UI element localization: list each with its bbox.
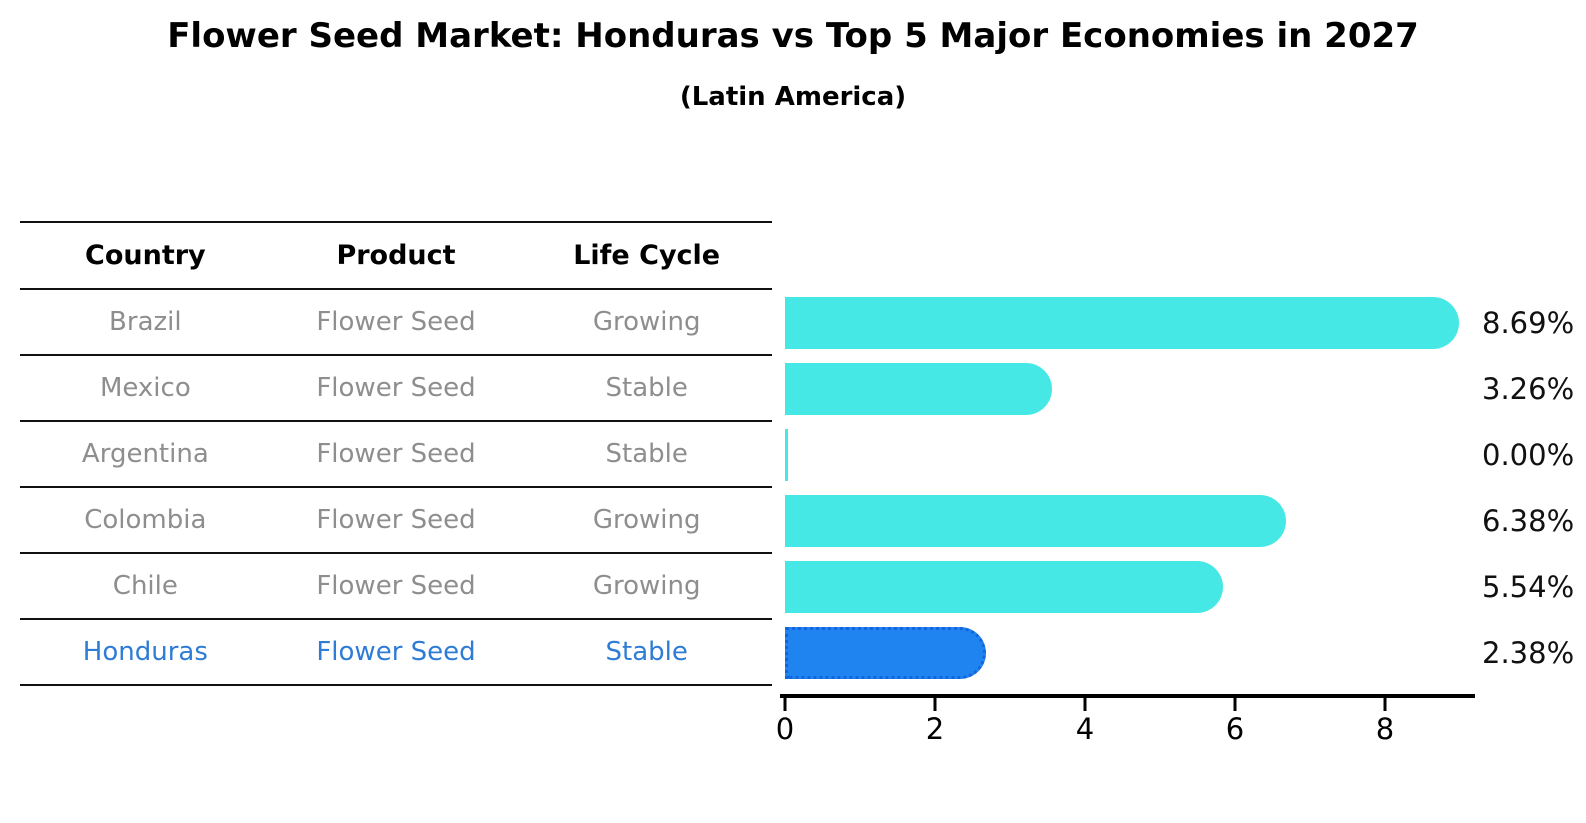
chart-title: Flower Seed Market: Honduras vs Top 5 Ma… (167, 16, 1419, 56)
x-tick-label-4: 4 (1075, 712, 1095, 746)
cell-life-cycle-argentina: Stable (605, 439, 688, 469)
value-label-honduras: 2.38% (1482, 636, 1575, 670)
cell-life-cycle-colombia: Growing (592, 505, 701, 535)
bar-row-argentina (785, 422, 1545, 488)
x-axis-line (780, 694, 1475, 698)
cell-country-honduras: Honduras (82, 637, 208, 667)
x-tick-label-8: 8 (1375, 712, 1395, 746)
table-row-argentina: Argentina Flower Seed Stable (20, 422, 772, 488)
cell-country-colombia: Colombia (84, 505, 207, 535)
x-tick-6 (1233, 698, 1237, 711)
column-header-life-cycle: Life Cycle (573, 240, 721, 271)
cell-product-honduras: Flower Seed (316, 637, 476, 667)
x-tick-2 (933, 698, 937, 711)
x-tick-label-2: 2 (925, 712, 945, 746)
value-label-argentina: 0.00% (1482, 438, 1575, 472)
x-tick-label-6: 6 (1225, 712, 1245, 746)
bar-row-brazil (785, 290, 1545, 356)
cell-product-colombia: Flower Seed (316, 505, 476, 535)
x-tick-8 (1383, 698, 1387, 711)
bar-row-mexico (785, 356, 1545, 422)
cell-life-cycle-chile: Growing (592, 571, 701, 601)
table-header-row: Country Product Life Cycle (20, 223, 772, 290)
value-label-mexico: 3.26% (1482, 372, 1575, 406)
table-row-chile: Chile Flower Seed Growing (20, 554, 772, 620)
cell-country-brazil: Brazil (109, 307, 182, 337)
x-tick-4 (1083, 698, 1087, 711)
column-header-country: Country (85, 240, 206, 271)
x-tick-label-0: 0 (775, 712, 795, 746)
x-tick-0 (783, 698, 787, 711)
bar-chile (785, 561, 1223, 613)
cell-life-cycle-honduras: Stable (605, 637, 688, 667)
cell-country-argentina: Argentina (81, 439, 209, 469)
value-label-chile: 5.54% (1482, 570, 1575, 604)
bar-row-honduras (785, 620, 1545, 686)
country-table: Country Product Life Cycle Brazil Flower … (20, 221, 772, 686)
bar-mexico (785, 363, 1052, 415)
bar-colombia (785, 495, 1286, 547)
chart-subtitle: (Latin America) (679, 82, 907, 112)
cell-product-chile: Flower Seed (316, 571, 476, 601)
value-label-colombia: 6.38% (1482, 504, 1575, 538)
bar-row-colombia (785, 488, 1545, 554)
bar-plot: 0 2 4 6 8 (776, 290, 1545, 760)
bar-row-chile (785, 554, 1545, 620)
cell-life-cycle-mexico: Stable (605, 373, 688, 403)
table-body: Brazil Flower Seed Growing Mexico Flower See… (20, 290, 772, 686)
bar-argentina (785, 429, 788, 481)
cell-country-chile: Chile (112, 571, 178, 601)
table-row-mexico: Mexico Flower Seed Stable (20, 356, 772, 422)
cell-product-brazil: Flower Seed (316, 307, 476, 337)
column-header-product: Product (336, 240, 456, 271)
table-row-colombia: Colombia Flower Seed Growing (20, 488, 772, 554)
cell-product-argentina: Flower Seed (316, 439, 476, 469)
bar-honduras (785, 627, 986, 679)
cell-country-mexico: Mexico (99, 373, 191, 403)
cell-life-cycle-brazil: Growing (592, 307, 701, 337)
value-label-brazil: 8.69% (1482, 306, 1575, 340)
table-row-brazil: Brazil Flower Seed Growing (20, 290, 772, 356)
cell-product-mexico: Flower Seed (316, 373, 476, 403)
bar-brazil (785, 297, 1459, 349)
table-row-honduras: Honduras Flower Seed Stable (20, 620, 772, 686)
